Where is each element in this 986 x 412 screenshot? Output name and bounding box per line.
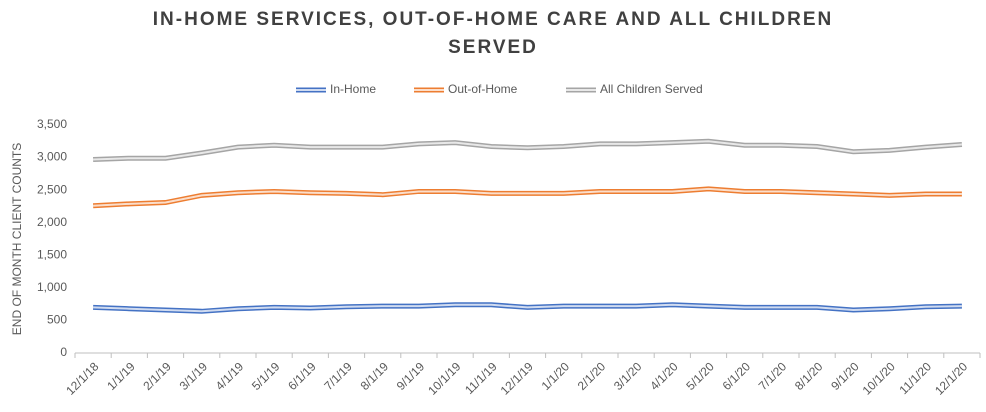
x-tick-label: 7/1/20 [756, 359, 790, 393]
x-tick-label: 11/1/19 [462, 359, 500, 397]
x-tick-label: 6/1/19 [285, 359, 319, 393]
x-tick-label: 12/1/18 [63, 359, 101, 397]
x-tick-label: 6/1/20 [720, 359, 754, 393]
series-line [93, 140, 962, 161]
series-line [93, 187, 962, 207]
y-tick-label: 1,000 [37, 280, 67, 294]
x-tick-label: 10/1/19 [425, 359, 463, 397]
x-tick-label: 4/1/20 [647, 359, 681, 393]
x-tick-label: 4/1/19 [213, 359, 247, 393]
y-tick-label: 0 [60, 345, 67, 359]
x-tick-label: 8/1/19 [358, 359, 392, 393]
x-tick-label: 2/1/20 [575, 359, 609, 393]
x-tick-label: 5/1/20 [683, 359, 717, 393]
y-tick-label: 3,500 [37, 117, 67, 131]
x-tick-label: 3/1/19 [177, 359, 211, 393]
x-tick-label: 2/1/19 [140, 359, 174, 393]
y-tick-label: 500 [47, 313, 67, 327]
series-line-outline [92, 186, 962, 209]
x-tick-label: 3/1/20 [611, 359, 645, 393]
y-tick-label: 1,500 [37, 247, 67, 261]
x-tick-label: 7/1/19 [321, 359, 355, 393]
legend-label: In-Home [330, 82, 376, 96]
y-tick-label: 3,000 [37, 150, 67, 164]
x-tick-label: 1/1/20 [539, 359, 573, 393]
x-tick-label: 11/1/20 [896, 359, 934, 397]
x-tick-label: 1/1/19 [104, 359, 138, 393]
x-tick-label: 9/1/20 [828, 359, 862, 393]
x-tick-label: 12/1/20 [932, 359, 970, 397]
x-tick-label: 9/1/19 [394, 359, 428, 393]
y-tick-label: 2,500 [37, 182, 67, 196]
x-tick-label: 10/1/20 [860, 359, 898, 397]
legend-label: Out-of-Home [448, 82, 518, 96]
y-axis-label: END OF MONTH CLIENT COUNTS [10, 143, 24, 335]
x-tick-label: 12/1/19 [498, 359, 536, 397]
x-tick-label: 8/1/20 [792, 359, 826, 393]
legend-label: All Children Served [600, 82, 703, 96]
chart-title: IN-HOME SERVICES, OUT-OF-HOME CARE AND A… [153, 9, 833, 58]
x-tick-label: 5/1/19 [249, 359, 283, 393]
y-tick-label: 2,000 [37, 215, 67, 229]
series-line [93, 303, 962, 313]
